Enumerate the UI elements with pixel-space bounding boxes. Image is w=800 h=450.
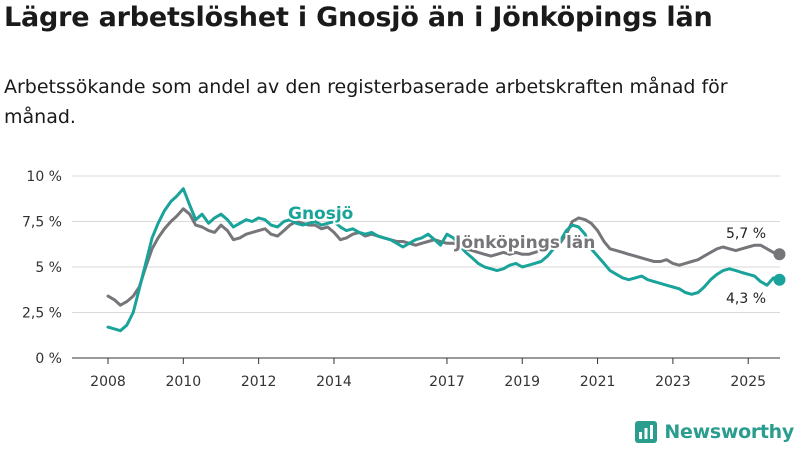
x-tick-label: 2010	[165, 374, 201, 390]
bar-chart-icon	[635, 421, 658, 443]
series-lines	[106, 187, 786, 333]
series-line-gnosjo	[106, 187, 781, 333]
newsworthy-logo: Newsworthy	[634, 420, 794, 444]
end-value-label-gnosjo: 4,3 %	[726, 291, 766, 307]
series-labels: Jönköpings län Gnosjö 5,7 % 4,3 %	[286, 202, 766, 307]
x-tick-label: 2008	[90, 374, 126, 390]
y-tick-label: 0 %	[35, 351, 62, 367]
y-tick-label: 2,5 %	[22, 306, 62, 322]
x-tick-label: 2023	[655, 374, 691, 390]
end-point-marker	[773, 273, 786, 286]
x-tick-label: 2019	[504, 374, 540, 390]
x-tick-label: 2012	[241, 374, 277, 390]
y-tick-label: 10 %	[26, 169, 62, 185]
brand-name: Newsworthy	[664, 421, 794, 443]
x-axis: 2008 2010 2012 2014 2017 2019 2021 2023 2025	[72, 357, 780, 390]
series-label-gnosjo: Gnosjö	[288, 204, 353, 224]
chart-subtitle: Arbetssökande som andel av den registerb…	[4, 76, 728, 128]
series-label-jonkopings-lan: Jönköpings län	[454, 233, 595, 253]
end-value-label-jonkopings-lan: 5,7 %	[726, 226, 766, 242]
chart-title: Lägre arbetslöshet i Gnosjö än i Jönköpi…	[4, 2, 713, 33]
y-tick-label: 7,5 %	[22, 215, 62, 231]
y-tick-label: 5 %	[35, 260, 62, 276]
x-tick-label: 2025	[730, 374, 766, 390]
y-tick-labels: 0 % 2,5 % 5 % 7,5 % 10 %	[22, 169, 62, 367]
y-gridlines	[72, 175, 780, 359]
end-point-marker	[773, 248, 786, 261]
x-tick-label: 2021	[580, 374, 616, 390]
x-tick-label: 2017	[429, 374, 465, 390]
x-tick-label: 2014	[316, 374, 352, 390]
